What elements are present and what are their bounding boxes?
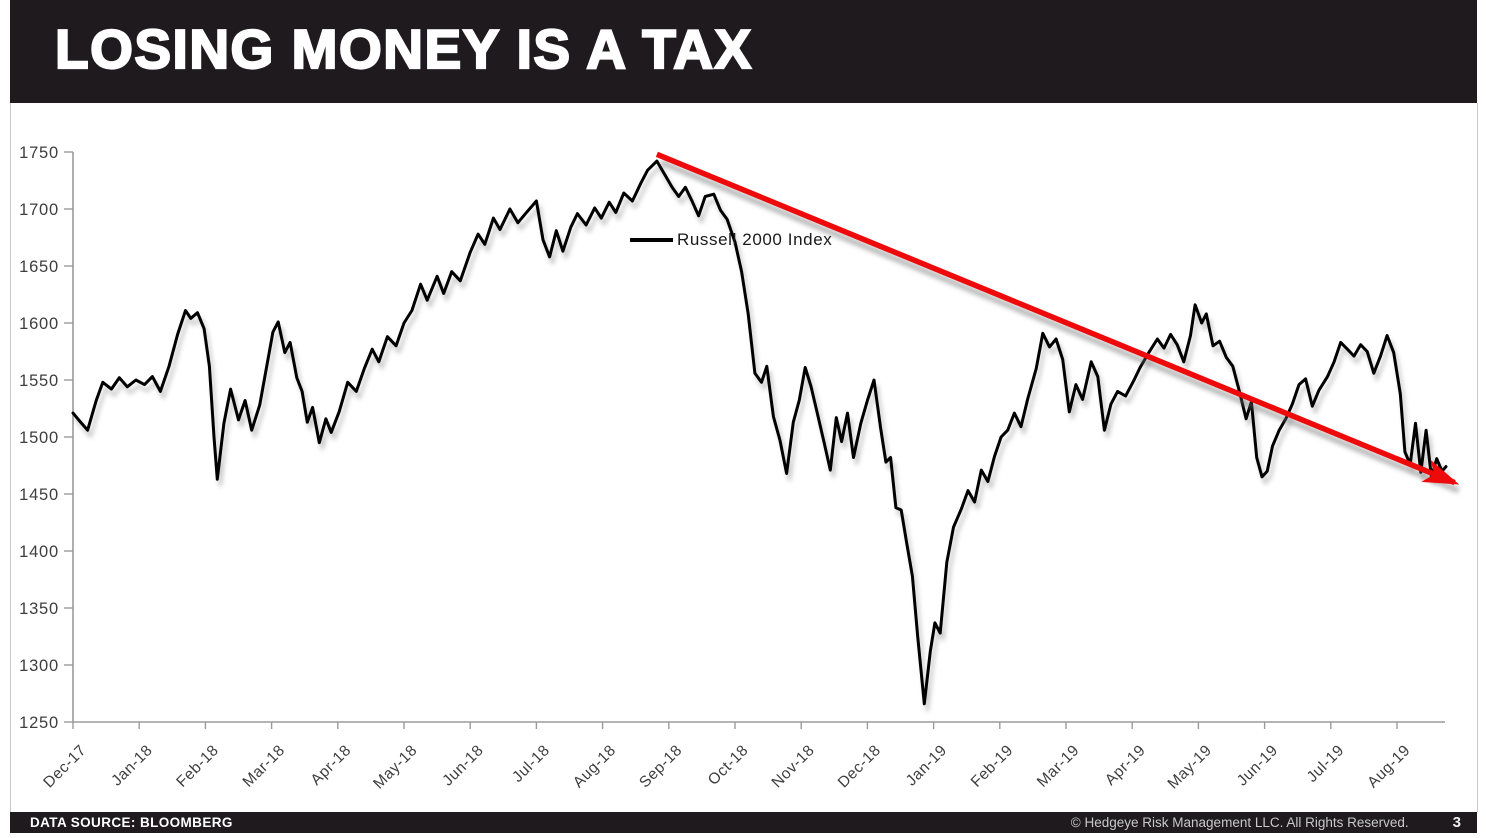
footer-bar: DATA SOURCE: BLOOMBERG © Hedgeye Risk Ma… — [10, 812, 1477, 833]
x-tick-label: Mar-18 — [240, 742, 289, 791]
legend-line-swatch — [630, 238, 673, 242]
x-tick-label: Apr-18 — [308, 742, 355, 789]
page-number: 3 — [1452, 814, 1461, 831]
y-tick-label: 1750 — [19, 144, 59, 162]
chart-area: 1250 1300 1350 1400 1450 1500 1550 1600 1650 1700… — [0, 103, 1486, 812]
x-tick-label: May-18 — [370, 742, 421, 793]
x-tick-label: Feb-18 — [173, 742, 222, 791]
slide-title: LOSING MONEY IS A TAX — [54, 16, 753, 80]
x-tick-label: Oct-18 — [705, 742, 752, 789]
y-tick-label: 1550 — [19, 372, 59, 390]
y-tick-label: 1300 — [19, 657, 59, 675]
x-tick-label: Feb-19 — [968, 742, 1017, 791]
y-tick-label: 1650 — [19, 258, 59, 276]
slide-left-border — [10, 103, 11, 812]
y-tick-label: 1450 — [19, 486, 59, 504]
x-tick-label: Jul-18 — [509, 742, 553, 786]
x-tick-label: Aug-18 — [570, 742, 619, 791]
legend-label: Russell 2000 Index — [677, 230, 833, 249]
x-tick-label: Jun-18 — [439, 742, 487, 790]
y-tick-label: 1600 — [19, 315, 59, 333]
x-tick-label: Aug-19 — [1364, 742, 1413, 791]
trend-arrow — [655, 151, 1460, 486]
y-tick-label: 1350 — [19, 600, 59, 618]
slide-right-border — [1477, 103, 1478, 812]
x-tick-label: May-19 — [1165, 742, 1216, 793]
data-source-label: DATA SOURCE: BLOOMBERG — [30, 815, 233, 830]
trend-arrow-shadow — [659, 159, 1460, 494]
copyright-label: © Hedgeye Risk Management LLC. All Right… — [1070, 815, 1409, 830]
x-tick-label: Nov-18 — [769, 742, 818, 791]
title-bar: LOSING MONEY IS A TAX — [10, 0, 1477, 103]
x-tick-label: Sep-18 — [636, 742, 685, 791]
x-tick-label: Dec-18 — [835, 742, 884, 791]
chart-svg: 1250 1300 1350 1400 1450 1500 1550 1600 1650 1700… — [19, 144, 1460, 793]
x-tick-label: Apr-19 — [1102, 742, 1149, 789]
y-tick-label: 1500 — [19, 429, 59, 447]
x-tick-label: Jan-19 — [903, 742, 951, 790]
x-tick-label: Jul-19 — [1304, 742, 1348, 786]
y-tick-label: 1400 — [19, 543, 59, 561]
y-tick-label: 1250 — [19, 714, 59, 732]
x-tick-label: Jan-18 — [108, 742, 156, 790]
chart-legend: Russell 2000 Index — [630, 230, 832, 250]
x-tick-label: Dec-17 — [40, 742, 89, 791]
x-tick-label: Mar-19 — [1034, 742, 1083, 791]
x-tick-label: Jun-19 — [1234, 742, 1282, 790]
y-tick-label: 1700 — [19, 201, 59, 219]
